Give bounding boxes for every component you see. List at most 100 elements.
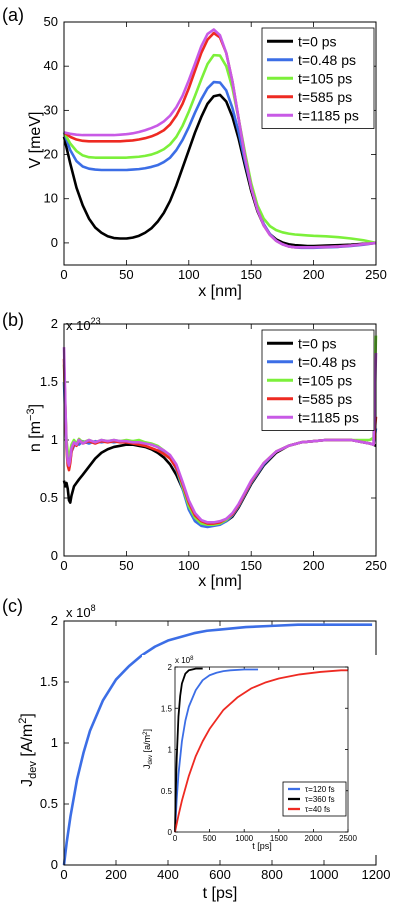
x-tick-label: 2500 (339, 834, 357, 843)
panel-c-ylabel-main: J (19, 779, 36, 787)
y-tick-label: 0.5 (40, 796, 58, 811)
panel-c-inset: x 108 Jdev [a/m2] t [ps] 0 500 1000 1500 200… (142, 655, 382, 855)
panel-c: (c) x 108 Jdev [A/m2] t [ps] 0 200 400 600 8… (2, 596, 390, 902)
x-tick-label: 400 (157, 867, 179, 882)
panel-b-xlabel: x [nm] (198, 573, 242, 590)
x-tick-label: 100 (178, 267, 200, 282)
panel-a-ylabel: V [meV] (27, 112, 44, 169)
panel-c-ylabel-unit: [A/m (19, 724, 36, 757)
inset-ylabel-main: J (142, 765, 152, 770)
series-line-1 (174, 667, 203, 833)
x-tick-label: 1500 (270, 834, 288, 843)
series-line-4 (62, 347, 378, 524)
x-tick-label: 200 (303, 558, 325, 573)
x-tick-label: 600 (209, 867, 231, 882)
inset-scale-label: x 108 (175, 656, 194, 665)
legend-label: τ=40 fs (305, 805, 330, 814)
legend-label: t=105 ps (298, 70, 352, 86)
legend-label: t=0.48 ps (298, 354, 356, 370)
legend-label: t=0.48 ps (298, 52, 356, 68)
inset-ylabel: Jdev [a/m2] (142, 729, 154, 769)
x-tick-label: 800 (261, 867, 283, 882)
panel-c-ylabel: Jdev [A/m2] (17, 713, 39, 787)
panel-b-ticks: 0 50 100 150 200 250 0 0.5 1 1.5 2 (40, 316, 387, 573)
y-tick-label: 2 (51, 316, 58, 331)
panel-a-legend: t=0 ps t=0.48 ps t=105 ps t=585 ps t=1185 ps (261, 27, 375, 129)
y-tick-label: 0.5 (40, 490, 58, 505)
panel-b-scale-text: x 10 (66, 318, 91, 333)
legend-label: τ=360 fs (305, 795, 335, 804)
panel-b-legend: t=0 ps t=0.48 ps t=105 ps t=585 ps t=1185 ps (261, 329, 375, 431)
y-tick-label: 50 (44, 14, 58, 29)
x-tick-label: 200 (303, 267, 325, 282)
panel-c-series (62, 623, 373, 866)
panel-a-label: (a) (2, 5, 24, 25)
panel-a-xlabel: x [nm] (198, 283, 242, 300)
panel-b-axes-box (63, 323, 377, 557)
inset-legend: τ=120 fsτ=360 fsτ=40 fs (282, 781, 347, 817)
panel-c-scale-label: x 108 (66, 603, 96, 620)
legend-label: t=0 ps (298, 335, 337, 351)
legend-label: t=0 ps (298, 33, 337, 49)
y-tick-label: 1 (51, 432, 58, 447)
y-tick-label: 2 (51, 613, 58, 628)
legend-label: t=1185 ps (298, 409, 359, 425)
y-tick-label: 1.5 (40, 674, 58, 689)
panel-c-ylabel-unit-end: ] (19, 713, 36, 717)
inset-ylabel-sub: dev (148, 755, 154, 765)
inset-xlabel: t [ps] (252, 841, 272, 851)
x-tick-label: 50 (119, 558, 133, 573)
y-tick-label: 0 (51, 857, 58, 872)
panel-c-ylabel-unit-sup: 2 (17, 718, 29, 724)
panel-c-xlabel: t [ps] (203, 885, 238, 902)
x-tick-label: 2000 (305, 834, 323, 843)
x-tick-label: 500 (203, 834, 217, 843)
x-tick-label: 200 (105, 867, 127, 882)
panel-b-scale-exponent: 23 (91, 316, 101, 326)
inset-scale-exponent: 8 (190, 656, 194, 662)
y-tick-label: 0 (51, 235, 58, 250)
y-tick-label: 20 (44, 147, 58, 162)
series-line-4 (63, 28, 377, 249)
legend-label: τ=120 fs (305, 785, 335, 794)
inset-series (174, 667, 348, 833)
x-tick-label: 1000 (310, 867, 339, 882)
y-tick-label: 1 (51, 735, 58, 750)
x-tick-label: 150 (240, 267, 262, 282)
x-tick-label: 50 (119, 267, 133, 282)
x-tick-label: 1000 (235, 834, 253, 843)
x-tick-label: 0 (173, 834, 178, 843)
y-tick-label: 0 (51, 548, 58, 563)
series-line-2 (62, 53, 377, 245)
y-tick-label: 0 (168, 828, 173, 837)
series-line-2 (174, 669, 348, 833)
panel-c-scale-text: x 10 (66, 605, 91, 620)
y-tick-label: 1.5 (40, 374, 58, 389)
legend-label: t=585 ps (298, 391, 352, 407)
panel-a-ticks: 0 50 100 150 200 250 0 10 20 30 40 50 (44, 14, 387, 282)
panel-b: (b) x 1023 n [m−3] x [nm] 0 50 100 150 200 25… (2, 310, 387, 590)
x-tick-label: 0 (60, 558, 67, 573)
panel-c-ylabel-sub: dev (27, 761, 39, 779)
x-tick-label: 1200 (362, 867, 391, 882)
y-tick-label: 10 (44, 191, 58, 206)
panel-b-label: (b) (2, 310, 24, 330)
x-tick-label: 250 (365, 558, 387, 573)
panel-a: (a) V [meV] x [nm] 0 50 100 150 200 250 0 10 20 3… (2, 5, 387, 300)
series-line-0 (62, 623, 373, 866)
panel-a-series (62, 28, 377, 250)
x-tick-label: 0 (60, 267, 67, 282)
inset-ylabel-unit: [a/m (142, 735, 152, 753)
legend-label: t=1185 ps (298, 107, 359, 123)
panel-b-scale-label: x 1023 (66, 316, 101, 333)
x-tick-label: 150 (240, 558, 262, 573)
series-line-0 (62, 438, 377, 526)
inset-axes-box (174, 666, 349, 833)
legend-label: t=585 ps (298, 89, 352, 105)
panel-b-ylabel: n [m−3] (25, 404, 44, 452)
inset-ylabel-unit-end: ] (142, 729, 152, 732)
panel-a-axes-box (63, 21, 377, 266)
inset-ylabel-unit-sup: 2 (143, 731, 149, 735)
x-tick-label: 100 (178, 558, 200, 573)
